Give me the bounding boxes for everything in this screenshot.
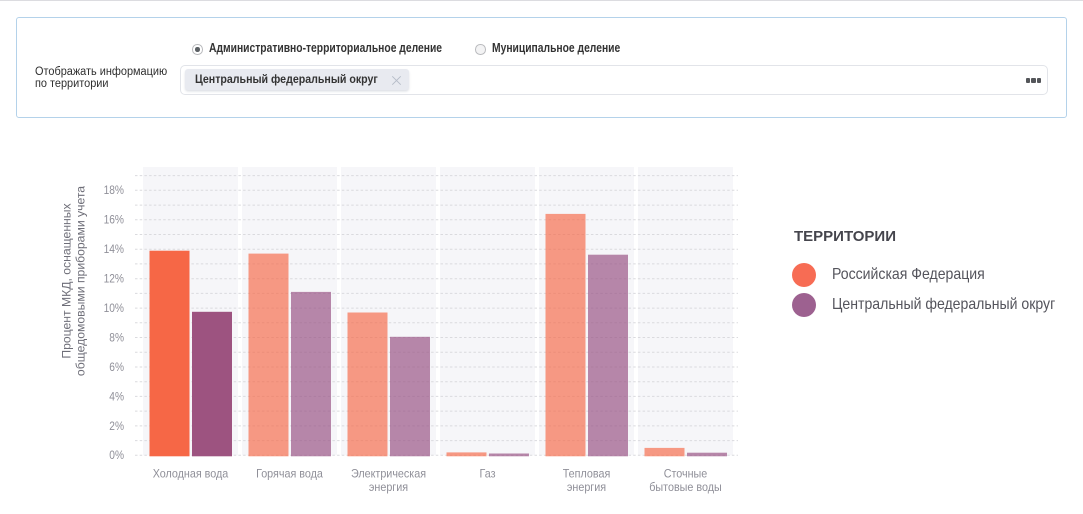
- svg-text:Горячая вода: Горячая вода: [256, 467, 323, 481]
- svg-text:общедомовыми приборами учета: общедомовыми приборами учета: [74, 186, 88, 376]
- svg-text:Холодная вода: Холодная вода: [153, 467, 229, 481]
- svg-text:энергия: энергия: [369, 480, 408, 494]
- svg-text:12%: 12%: [104, 272, 125, 286]
- svg-text:6%: 6%: [109, 360, 124, 374]
- svg-text:18%: 18%: [104, 183, 125, 197]
- svg-text:2%: 2%: [109, 419, 124, 433]
- svg-text:Сточные: Сточные: [664, 467, 708, 481]
- svg-text:16%: 16%: [104, 213, 125, 227]
- svg-text:Электрическая: Электрическая: [351, 467, 426, 481]
- svg-text:Газ: Газ: [480, 467, 496, 481]
- svg-text:4%: 4%: [109, 389, 124, 403]
- svg-text:Тепловая: Тепловая: [563, 467, 611, 481]
- svg-text:8%: 8%: [109, 330, 124, 344]
- svg-text:14%: 14%: [104, 242, 125, 256]
- svg-text:Процент МКД, оснащенных: Процент МКД, оснащенных: [60, 203, 74, 358]
- svg-text:энергия: энергия: [567, 480, 606, 494]
- svg-text:0%: 0%: [109, 448, 124, 462]
- svg-text:бытовые воды: бытовые воды: [649, 480, 722, 494]
- svg-text:10%: 10%: [104, 301, 125, 315]
